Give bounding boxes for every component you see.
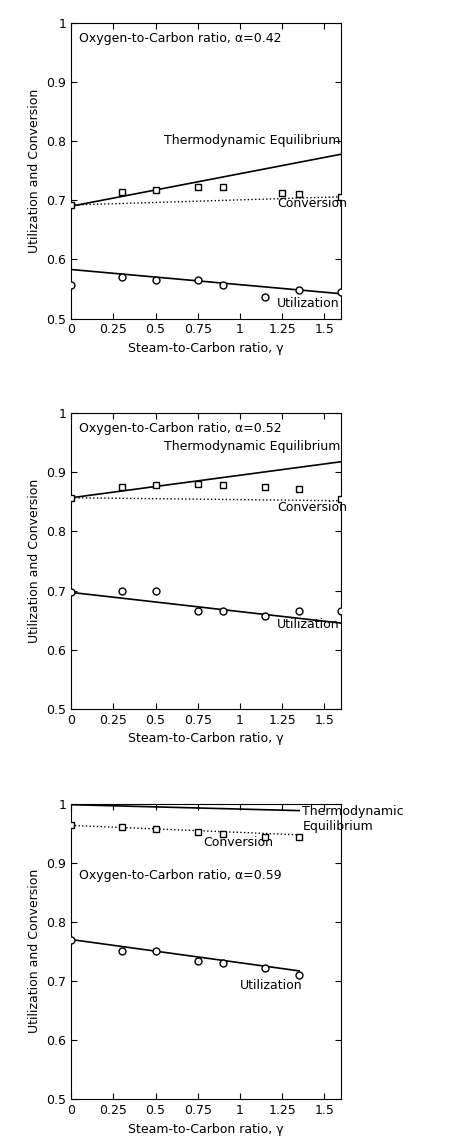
X-axis label: Steam-to-Carbon ratio, γ: Steam-to-Carbon ratio, γ xyxy=(128,342,284,355)
Y-axis label: Utilization and Conversion: Utilization and Conversion xyxy=(27,88,41,253)
Y-axis label: Utilization and Conversion: Utilization and Conversion xyxy=(27,869,41,1034)
Text: Utilization: Utilization xyxy=(240,979,302,993)
Text: Thermodynamic Equilibrium: Thermodynamic Equilibrium xyxy=(164,134,340,147)
Text: Oxygen-to-Carbon ratio, α=0.52: Oxygen-to-Carbon ratio, α=0.52 xyxy=(79,423,282,435)
Text: Conversion: Conversion xyxy=(277,502,347,514)
X-axis label: Steam-to-Carbon ratio, γ: Steam-to-Carbon ratio, γ xyxy=(128,733,284,745)
Text: Oxygen-to-Carbon ratio, α=0.59: Oxygen-to-Carbon ratio, α=0.59 xyxy=(79,869,282,882)
Text: Conversion: Conversion xyxy=(277,197,347,210)
Text: Thermodynamic
Equilibrium: Thermodynamic Equilibrium xyxy=(302,805,404,832)
Text: Utilization: Utilization xyxy=(277,618,340,631)
Text: Conversion: Conversion xyxy=(203,836,273,850)
Text: Oxygen-to-Carbon ratio, α=0.42: Oxygen-to-Carbon ratio, α=0.42 xyxy=(79,32,282,45)
Text: Thermodynamic Equilibrium: Thermodynamic Equilibrium xyxy=(164,441,340,453)
Y-axis label: Utilization and Conversion: Utilization and Conversion xyxy=(27,479,41,643)
Text: Utilization: Utilization xyxy=(277,298,340,310)
X-axis label: Steam-to-Carbon ratio, γ: Steam-to-Carbon ratio, γ xyxy=(128,1122,284,1136)
